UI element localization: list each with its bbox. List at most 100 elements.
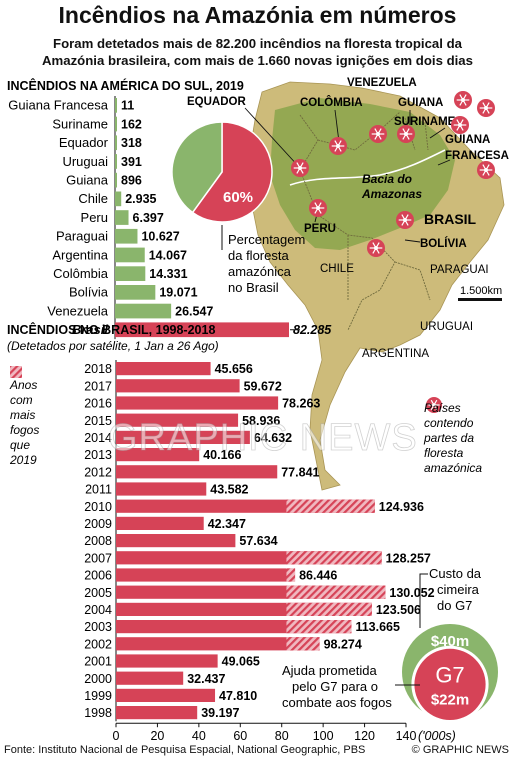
map-label-bacia-2: Amazonas	[361, 187, 422, 201]
brazil-x-tick-label: 100	[313, 729, 334, 743]
brazil-x-tick-label: 0	[113, 729, 120, 743]
g7-logo-text: G7	[435, 662, 464, 687]
map-label-paraguai: PARAGUAI	[430, 264, 489, 276]
map-label-guiana-francesa-1: GUIANA	[445, 134, 490, 146]
brazil-year-label: 2008	[84, 534, 112, 548]
sa-category-label: Venezuela	[47, 303, 108, 318]
brazil-x-tick-label: 20	[150, 729, 164, 743]
brazil-value-label: 123.506	[376, 603, 421, 617]
brazil-legend-line-4: fogos	[10, 423, 39, 437]
scale-label: 1.500km	[460, 285, 502, 297]
brazil-value-label: 49.065	[222, 655, 260, 669]
g7-aid-line-1: Ajuda prometida	[282, 663, 377, 678]
brazil-year-label: 1999	[84, 689, 112, 703]
sa-bar	[115, 303, 172, 319]
brazil-bar	[116, 396, 279, 410]
map-legend-line-5: amazónica	[424, 461, 482, 475]
brazil-bar	[116, 568, 296, 582]
brazil-year-label: 2003	[84, 620, 112, 634]
sa-bar-chart: Guiana Francesa 11 Suriname 162 Equador 318 Ur…	[8, 96, 332, 340]
river-amazonas	[289, 149, 446, 186]
sa-category-label: Equador	[59, 135, 109, 150]
sa-bar	[115, 135, 117, 151]
brazil-value-label: 124.936	[379, 500, 424, 514]
brazil-bar-excess	[286, 637, 320, 651]
fire-marker-icon	[477, 99, 495, 117]
sa-category-label: Suriname	[52, 116, 108, 131]
brazil-bar	[116, 654, 218, 668]
pie-annotation-line-1: Percentagem	[228, 232, 305, 247]
fire-marker-icon	[291, 159, 309, 177]
sa-category-label: Chile	[78, 191, 108, 206]
brazil-bar	[116, 413, 239, 427]
map-label-guiana: GUIANA	[398, 97, 443, 109]
brazil-x-tick-label: 140	[396, 729, 417, 743]
watermark: GRAPHIC NEWS	[108, 417, 418, 459]
brazil-value-label: 47.810	[219, 689, 257, 703]
g7-aid-line-2: pelo G7 para o	[292, 679, 378, 694]
source-footer: Fonte: Instituto Nacional de Pesquisa Es…	[4, 744, 366, 756]
fire-marker-icon	[329, 137, 347, 155]
sa-chart-title: INCÊNDIOS NA AMÉRICA DO SUL, 2019	[7, 78, 244, 93]
map-label-argentina: ARGENTINA	[362, 348, 429, 360]
pie-annotation-line-2: da floresta	[228, 248, 289, 263]
brazil-year-label: 2016	[84, 397, 112, 411]
sa-value-label: 10.627	[141, 230, 179, 244]
brazil-value-label: 32.437	[187, 672, 225, 686]
brazil-bar	[116, 637, 320, 651]
brazil-legend-line-1: Anos	[9, 378, 37, 392]
sa-bar	[115, 98, 117, 113]
sa-bar	[115, 266, 146, 281]
sa-value-label: 82.285	[293, 323, 332, 337]
brazil-year-label: 2004	[84, 603, 112, 617]
sa-category-label: Bolívia	[69, 285, 109, 300]
sa-bar	[115, 210, 129, 225]
fire-marker-icon	[369, 125, 387, 143]
brazil-bar	[116, 688, 216, 702]
brazil-x-tick-label: 120	[354, 729, 375, 743]
sa-value-label: 26.547	[175, 304, 213, 318]
brazil-year-label: 2015	[84, 414, 112, 428]
fire-marker-icon	[454, 91, 472, 109]
sa-value-label: 162	[121, 117, 142, 131]
brazil-year-label: 2013	[84, 448, 112, 462]
map-label-peru: PERU	[304, 223, 336, 235]
brazil-year-label: 2012	[84, 465, 112, 479]
map-legend-line-2: contendo	[424, 416, 474, 430]
map-legend-line-1: Países	[424, 401, 461, 415]
pie-slice	[171, 121, 223, 214]
fire-marker-icon	[396, 211, 414, 229]
brazil-year-label: 2005	[84, 586, 112, 600]
fire-marker-icon	[477, 161, 495, 179]
map-label-bacia-1: Bacia do	[362, 172, 412, 186]
sa-value-label: 11	[121, 99, 134, 113]
brazil-value-label: 98.274	[324, 637, 362, 651]
map-label-brasil: BRASIL	[424, 211, 477, 227]
brazil-value-label: 128.257	[386, 551, 431, 565]
sa-category-label: Brasil	[72, 322, 109, 337]
brazil-year-label: 2002	[84, 637, 112, 651]
sa-value-label: 14.067	[149, 248, 187, 262]
map-label-colombia: COLÔMBIA	[300, 96, 363, 109]
fire-marker-icon	[397, 125, 415, 143]
sa-value-label: 318	[121, 136, 142, 150]
g7-cost-line-2: cimeira	[437, 582, 480, 597]
sa-category-label: Guiana	[66, 173, 109, 188]
map-label-uruguai: URUGUAI	[420, 321, 473, 333]
g7-cost-line-3: do G7	[437, 598, 472, 613]
south-america-map: 1.500km VENEZUELA EQUADOR COLÔMBIA GUIAN…	[187, 77, 509, 491]
g7-aid-label: $22m	[431, 691, 469, 708]
brazil-year-label: 2010	[84, 500, 112, 514]
sa-bar	[115, 172, 117, 188]
brazil-value-label: 58.936	[242, 414, 280, 428]
brazil-bar	[116, 430, 250, 444]
sa-value-label: 19.071	[159, 286, 197, 300]
brazil-value-label: 64.632	[254, 431, 292, 445]
brazil-legend-swatch	[10, 366, 22, 378]
g7-aid-line-3: combate aos fogos	[282, 695, 392, 710]
fire-marker-icon	[309, 199, 327, 217]
sa-bar	[115, 191, 122, 207]
brazil-value-label: 59.672	[244, 379, 282, 393]
brazil-bar-chart: 2018 45.656 2017 59.672 2016 78.263 2015 58.936…	[84, 360, 456, 743]
fire-marker-icon	[367, 239, 385, 257]
